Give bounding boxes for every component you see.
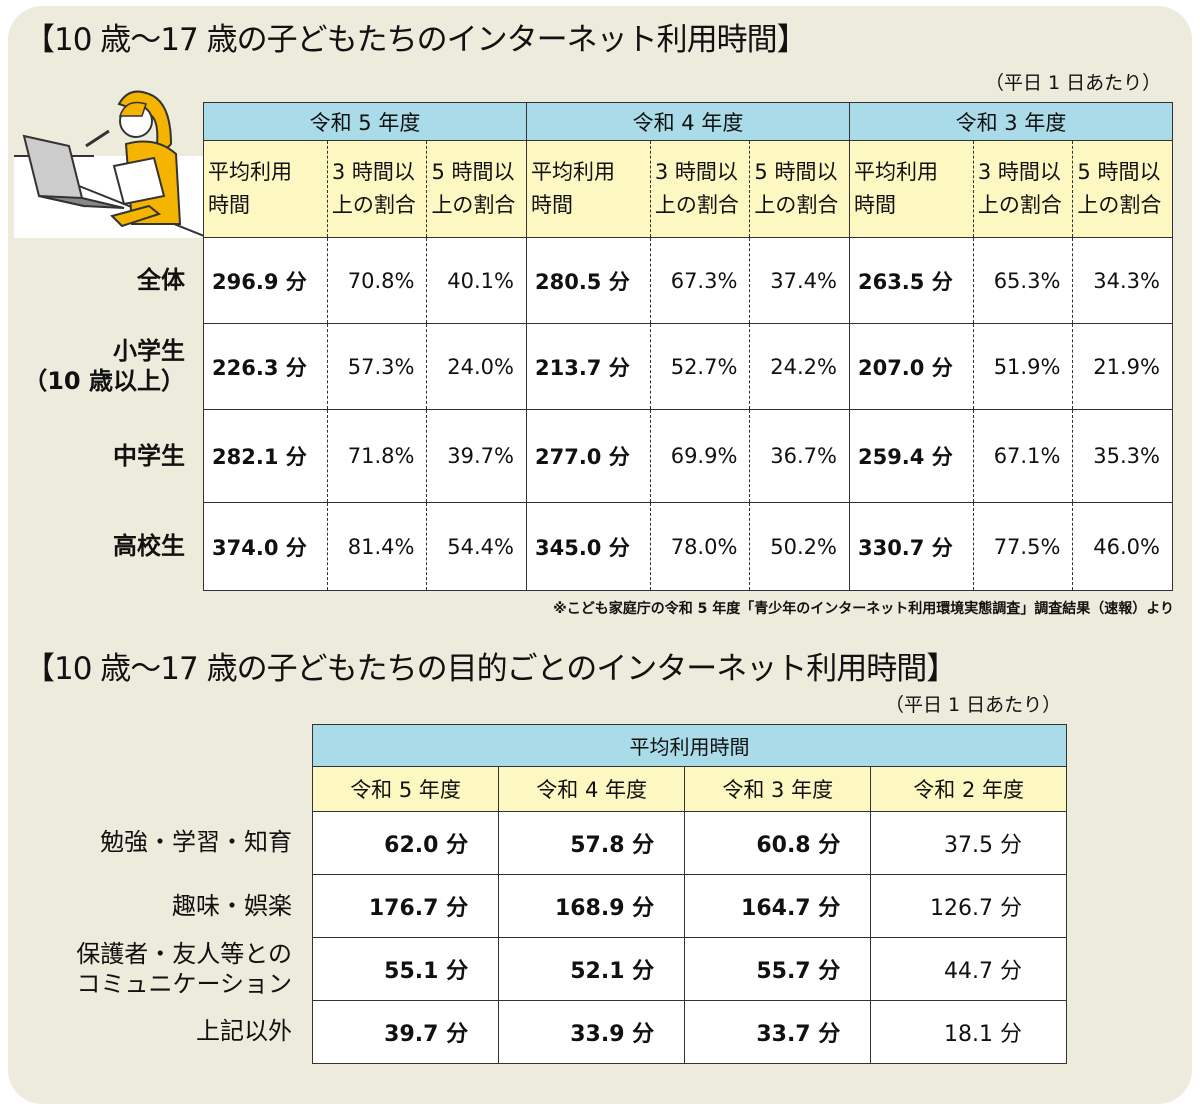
- mean-time-header: 平均利用時間: [312, 724, 1067, 767]
- ratio-cell: 54.4%: [426, 502, 527, 591]
- table-row: 296.9 分 70.8% 40.1% 280.5 分 67.3% 37.4% 263.5 …: [203, 237, 1173, 324]
- row-label: 中学生: [113, 441, 185, 470]
- header-row: 平均利用時間: [312, 724, 1067, 767]
- time-cell: 126.7 分: [870, 874, 1067, 938]
- ratio-cell: 51.9%: [972, 323, 1074, 410]
- row-label: 高校生: [113, 532, 185, 560]
- table2-note: （平日 1 日あたり）: [885, 694, 1062, 716]
- table2-title: 【10 歳～17 歳の子どもたちの目的ごとのインターネット利用時間】: [24, 651, 957, 687]
- year-header: 令和 2 年度: [870, 766, 1067, 812]
- sub-header: 平均利用 時間: [525, 140, 651, 238]
- ratio-cell: 35.3%: [1072, 409, 1173, 503]
- ratio-cell: 37.4%: [749, 237, 850, 324]
- year-header: 令和 3 年度: [684, 766, 872, 812]
- time-cell: 55.7 分: [684, 937, 872, 1001]
- mean-time-cell: 374.0 分: [203, 502, 328, 591]
- time-cell: 52.1 分: [498, 937, 686, 1001]
- time-cell: 60.8 分: [684, 811, 872, 875]
- row-label: 小学生 （10 歳以上）: [23, 337, 185, 395]
- year-group-header: 令和 3 年度: [848, 102, 1174, 141]
- mean-time-cell: 277.0 分: [525, 409, 651, 503]
- girl-with-laptop-illustration: [14, 90, 204, 238]
- row-label: 趣味・娯楽: [172, 892, 292, 920]
- time-cell: 168.9 分: [498, 874, 686, 938]
- group-header-row: 令和 5 年度 令和 4 年度 令和 3 年度: [203, 102, 1174, 141]
- sub-header: 平均利用 時間: [203, 140, 328, 238]
- ratio-cell: 21.9%: [1072, 323, 1173, 410]
- ratio-cell: 77.5%: [972, 502, 1074, 591]
- table-row: 374.0 分 81.4% 54.4% 345.0 分 78.0% 50.2% 330.7 …: [203, 502, 1173, 591]
- sub-header: 3 時間以 上の割合: [649, 140, 751, 238]
- ratio-cell: 67.1%: [972, 409, 1074, 503]
- sub-header-row: 平均利用 時間 3 時間以 上の割合 5 時間以 上の割合 平均利用 時間 3 時間以 上の割合 5…: [203, 140, 1173, 238]
- sub-header: 3 時間以 上の割合: [972, 140, 1074, 238]
- year-header-row: 令和 5 年度 令和 4 年度 令和 3 年度 令和 2 年度: [311, 766, 1067, 812]
- source-note: ※こども家庭庁の令和 5 年度「青少年のインターネット利用環境実態調査」調査結果…: [553, 601, 1174, 617]
- table-row: 226.3 分 57.3% 24.0% 213.7 分 52.7% 24.2% 207.0 …: [203, 323, 1173, 410]
- time-cell: 62.0 分: [311, 811, 500, 875]
- mean-time-cell: 296.9 分: [203, 237, 328, 324]
- table-row: 39.7 分 33.9 分 33.7 分 18.1 分: [311, 1000, 1067, 1064]
- table1-note: （平日 1 日あたり）: [985, 72, 1162, 94]
- row-label: 勉強・学習・知育: [100, 828, 292, 856]
- time-cell: 55.1 分: [311, 937, 500, 1001]
- time-cell: 176.7 分: [311, 874, 500, 938]
- ratio-cell: 71.8%: [326, 409, 428, 503]
- table-row: 282.1 分 71.8% 39.7% 277.0 分 69.9% 36.7% 259.4 …: [203, 409, 1173, 503]
- time-cell: 44.7 分: [870, 937, 1067, 1001]
- mean-time-cell: 330.7 分: [848, 502, 974, 591]
- ratio-cell: 67.3%: [649, 237, 751, 324]
- year-header: 令和 5 年度: [311, 766, 500, 812]
- ratio-cell: 52.7%: [649, 323, 751, 410]
- table-row: 176.7 分 168.9 分 164.7 分 126.7 分: [311, 874, 1067, 938]
- mean-time-cell: 213.7 分: [525, 323, 651, 410]
- ratio-cell: 78.0%: [649, 502, 751, 591]
- mean-time-cell: 259.4 分: [848, 409, 974, 503]
- time-cell: 18.1 分: [870, 1000, 1067, 1064]
- sub-header: 5 時間以 上の割合: [749, 140, 850, 238]
- sub-header: 3 時間以 上の割合: [326, 140, 428, 238]
- ratio-cell: 69.9%: [649, 409, 751, 503]
- table1-title: 【10 歳～17 歳の子どもたちのインターネット利用時間】: [24, 22, 808, 58]
- ratio-cell: 34.3%: [1072, 237, 1173, 324]
- mean-time-cell: 207.0 分: [848, 323, 974, 410]
- ratio-cell: 39.7%: [426, 409, 527, 503]
- ratio-cell: 50.2%: [749, 502, 850, 591]
- time-cell: 37.5 分: [870, 811, 1067, 875]
- row-label: 全体: [137, 266, 185, 294]
- ratio-cell: 65.3%: [972, 237, 1074, 324]
- time-cell: 33.9 分: [498, 1000, 686, 1064]
- time-cell: 164.7 分: [684, 874, 872, 938]
- row-label: 保護者・友人等との コミュニケーション: [76, 940, 292, 998]
- year-group-header: 令和 5 年度: [203, 102, 527, 141]
- ratio-cell: 24.0%: [426, 323, 527, 410]
- year-header: 令和 4 年度: [498, 766, 686, 812]
- time-cell: 39.7 分: [311, 1000, 500, 1064]
- internet-usage-table: 令和 5 年度 令和 4 年度 令和 3 年度 平均利用 時間 3 時間以 上の割合 5 時間…: [203, 102, 1174, 591]
- purpose-usage-table: 平均利用時間 令和 5 年度 令和 4 年度 令和 3 年度 令和 2 年度 62.0 分…: [311, 724, 1067, 1064]
- ratio-cell: 70.8%: [326, 237, 428, 324]
- table-row: 55.1 分 52.1 分 55.7 分 44.7 分: [311, 937, 1067, 1001]
- ratio-cell: 81.4%: [326, 502, 428, 591]
- ratio-cell: 46.0%: [1072, 502, 1173, 591]
- sub-header: 5 時間以 上の割合: [1072, 140, 1173, 238]
- row-label: 上記以外: [196, 1017, 292, 1045]
- mean-time-cell: 226.3 分: [203, 323, 328, 410]
- ratio-cell: 40.1%: [426, 237, 527, 324]
- sub-header: 平均利用 時間: [848, 140, 974, 238]
- year-group-header: 令和 4 年度: [525, 102, 850, 141]
- ratio-cell: 57.3%: [326, 323, 428, 410]
- ratio-cell: 24.2%: [749, 323, 850, 410]
- ratio-cell: 36.7%: [749, 409, 850, 503]
- mean-time-cell: 282.1 分: [203, 409, 328, 503]
- mean-time-cell: 345.0 分: [525, 502, 651, 591]
- table-row: 62.0 分 57.8 分 60.8 分 37.5 分: [311, 811, 1067, 875]
- time-cell: 33.7 分: [684, 1000, 872, 1064]
- mean-time-cell: 263.5 分: [848, 237, 974, 324]
- sub-header: 5 時間以 上の割合: [426, 140, 527, 238]
- time-cell: 57.8 分: [498, 811, 686, 875]
- mean-time-cell: 280.5 分: [525, 237, 651, 324]
